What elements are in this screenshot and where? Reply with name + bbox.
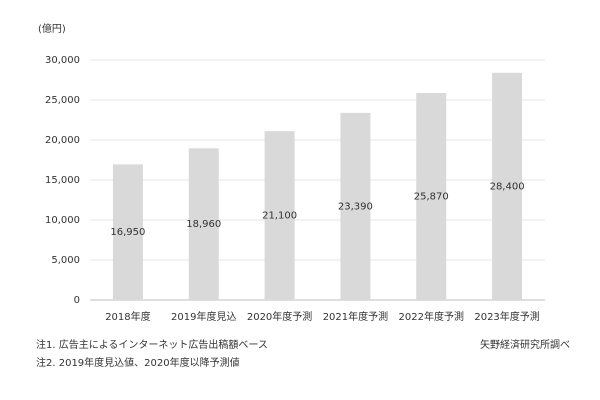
data-label: 16,950 (110, 227, 145, 238)
data-label: 23,390 (338, 201, 373, 212)
data-label: 18,960 (186, 219, 221, 230)
y-tick-label: 20,000 (45, 135, 80, 146)
x-tick-label: 2021年度予測 (323, 310, 388, 323)
y-tick-label: 0 (74, 295, 80, 306)
bar (416, 93, 447, 300)
y-tick-label: 10,000 (45, 215, 80, 226)
note: 注1. 広告主によるインターネット広告出稿額ベース (36, 338, 268, 351)
y-tick-label: 5,000 (51, 255, 80, 266)
x-tick-label: 2020年度予測 (247, 310, 312, 323)
x-tick-label: 2022年度予測 (399, 310, 464, 323)
source: 矢野経済研究所調べ (480, 338, 570, 351)
unit-label: (億円) (38, 22, 66, 35)
bar (112, 164, 143, 300)
bar (340, 112, 371, 300)
bar (264, 131, 295, 300)
y-tick-label: 30,000 (45, 55, 80, 66)
y-tick-label: 15,000 (45, 175, 80, 186)
x-tick-label: 2018年度 (105, 310, 150, 323)
bar (492, 72, 523, 300)
x-tick-label: 2019年度見込 (171, 310, 236, 323)
data-label: 25,870 (414, 192, 449, 203)
bar (188, 148, 219, 300)
data-label: 28,400 (490, 181, 525, 192)
x-tick-label: 2023年度予測 (474, 310, 539, 323)
data-label: 21,100 (262, 211, 297, 222)
y-tick-label: 25,000 (45, 95, 80, 106)
note: 注2. 2019年度見込値、2020年度以降予測値 (36, 356, 240, 369)
